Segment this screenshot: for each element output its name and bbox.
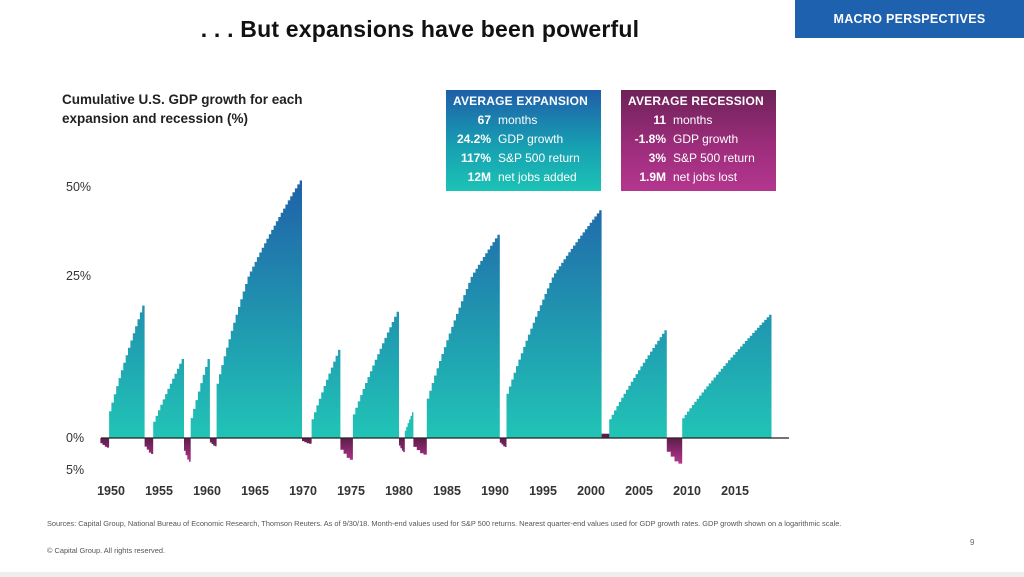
x-tick-label: 1970 [289, 484, 317, 498]
x-tick-label: 2000 [577, 484, 605, 498]
expansion-area [109, 305, 145, 438]
stat-value: 11 [653, 112, 666, 127]
brand-tag: MACRO PERSPECTIVES [795, 0, 1024, 38]
recession-area [340, 438, 353, 460]
recession-area [184, 438, 191, 462]
recession-area [499, 438, 507, 447]
stat-label: months [498, 112, 538, 127]
x-tick-label: 1985 [433, 484, 461, 498]
x-tick-label: 1980 [385, 484, 413, 498]
expansion-stat-row: 24.2% GDP growth [446, 129, 601, 148]
expansion-area [311, 349, 341, 438]
stat-value: 3% [648, 150, 666, 165]
x-tick-label: 1965 [241, 484, 269, 498]
x-tick-label: 1995 [529, 484, 557, 498]
stat-label: net jobs lost [673, 169, 738, 184]
stat-label: months [673, 112, 713, 127]
x-tick-label: 1960 [193, 484, 221, 498]
y-tick-label: 0% [66, 431, 84, 445]
stat-label: GDP growth [673, 131, 739, 146]
stat-value: 117% [460, 150, 491, 165]
expansion-stat-row: 117% S&P 500 return [446, 148, 601, 167]
recession-stat-row: 3% S&P 500 return [621, 148, 776, 167]
x-tick-label: 2015 [721, 484, 749, 498]
source-footnote: Sources: Capital Group, National Bureau … [47, 519, 842, 528]
recession-area [666, 438, 683, 464]
y-tick-label: 5% [66, 463, 84, 477]
expansion-area [506, 210, 602, 438]
expansion-area [153, 359, 184, 438]
stat-label: S&P 500 return [498, 150, 580, 165]
copyright-notice: © Capital Group. All rights reserved. [47, 546, 165, 555]
stat-label: GDP growth [498, 131, 564, 146]
stat-value: 12M [467, 169, 491, 184]
average-recession-box: AVERAGE RECESSION 11 months -1.8% GDP gr… [621, 90, 776, 191]
expansion-stat-row: 67 months [446, 110, 601, 129]
expansion-area [426, 234, 500, 438]
expansion-heading: AVERAGE EXPANSION [453, 94, 588, 108]
recession-stat-row: -1.8% GDP growth [621, 129, 776, 148]
expansion-area [352, 311, 399, 438]
expansion-area [682, 314, 772, 438]
stat-label: net jobs added [498, 169, 577, 184]
recession-area [399, 438, 405, 453]
y-tick-label: 25% [66, 269, 91, 283]
x-tick-label: 1975 [337, 484, 365, 498]
recession-area [302, 438, 312, 444]
x-tick-label: 2010 [673, 484, 701, 498]
footer-divider [0, 572, 1024, 577]
expansion-area [404, 412, 414, 438]
recession-area [209, 438, 217, 447]
recession-heading: AVERAGE RECESSION [628, 94, 764, 108]
x-tick-label: 1950 [97, 484, 125, 498]
y-tick-label: 50% [66, 180, 91, 194]
recession-stat-row: 11 months [621, 110, 776, 129]
stat-value: -1.8% [634, 131, 666, 146]
chart-subtitle: Cumulative U.S. GDP growth for each expa… [62, 92, 303, 126]
stat-label: S&P 500 return [673, 150, 755, 165]
recession-area [413, 438, 427, 455]
expansion-stat-row: 12M net jobs added [446, 167, 601, 186]
expansion-area [190, 359, 210, 438]
stat-value: 67 [477, 112, 491, 127]
stat-value: 24.2% [456, 131, 491, 146]
slide-title: . . . But expansions have been powerful [200, 16, 640, 42]
page-number: 9 [970, 538, 975, 547]
recession-area [601, 433, 610, 438]
expansion-area [609, 330, 667, 438]
stat-value: 1.9M [639, 169, 666, 184]
x-tick-label: 1990 [481, 484, 509, 498]
expansion-area [216, 180, 302, 438]
x-tick-label: 2005 [625, 484, 653, 498]
x-tick-label: 1955 [145, 484, 173, 498]
recession-area [100, 438, 110, 448]
average-expansion-box: AVERAGE EXPANSION 67 months 24.2% GDP gr… [446, 90, 601, 191]
recession-area [144, 438, 154, 454]
recession-stat-row: 1.9M net jobs lost [621, 167, 776, 186]
